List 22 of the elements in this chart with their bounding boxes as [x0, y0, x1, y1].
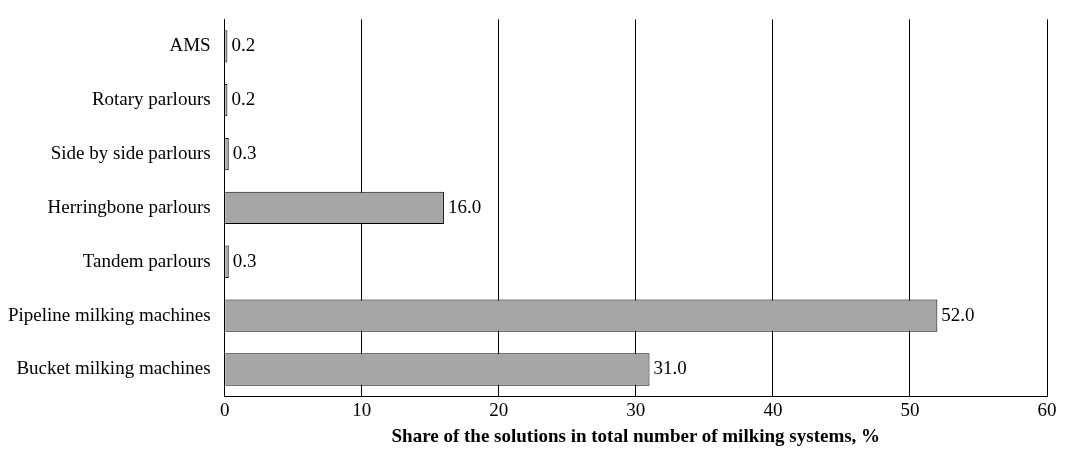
y-tick-label: Bucket milking machines	[16, 357, 211, 379]
y-tick-label: AMS	[169, 34, 211, 56]
data-label: 0.3	[232, 249, 257, 271]
y-tick-label: Rotary parlours	[91, 88, 211, 110]
data-label: 0.2	[231, 34, 256, 56]
data-label: 0.2	[231, 88, 256, 110]
y-tick-label: Side by side parlours	[50, 142, 211, 164]
x-tick-label: 10	[352, 398, 372, 420]
x-tick-label: 50	[900, 398, 920, 420]
x-tick-label: 0	[219, 398, 230, 420]
data-label: 31.0	[653, 357, 687, 379]
data-label: 0.3	[232, 142, 257, 164]
x-tick-label: 30	[626, 398, 646, 420]
data-label: 16.0	[447, 195, 482, 217]
x-axis-title: Share of the solutions in total number of milking systems, %	[391, 424, 881, 446]
x-tick-label: 20	[489, 398, 509, 420]
y-tick-label: Herringbone parlours	[47, 195, 211, 217]
y-tick-label: Pipeline milking machines	[8, 303, 211, 325]
y-tick-label: Tandem parlours	[82, 249, 211, 271]
x-tick-label: 40	[763, 398, 783, 420]
data-label: 52.0	[941, 303, 975, 325]
x-tick-label: 60	[1037, 398, 1057, 420]
